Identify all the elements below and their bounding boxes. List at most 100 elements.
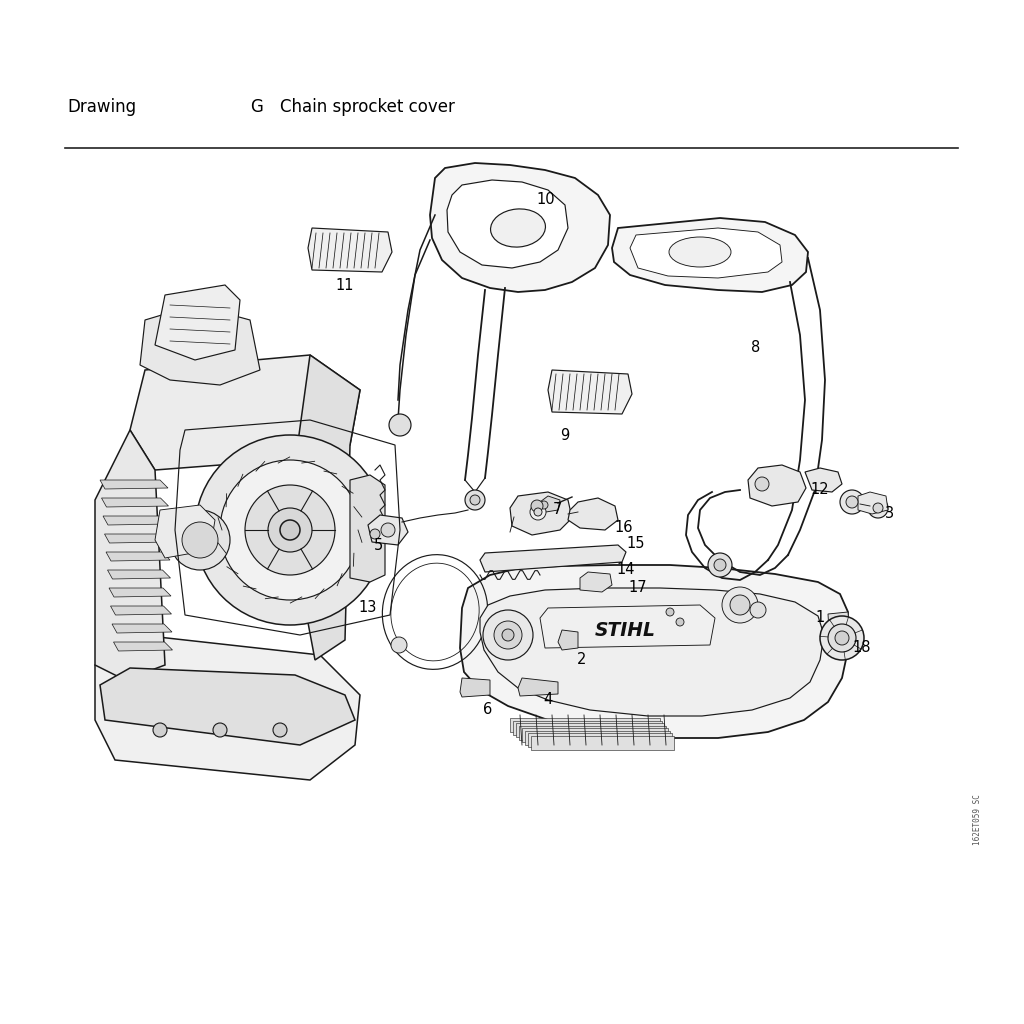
Polygon shape: [518, 678, 558, 696]
Polygon shape: [430, 163, 610, 292]
Polygon shape: [95, 430, 165, 680]
Circle shape: [153, 723, 167, 737]
Circle shape: [502, 629, 514, 641]
Text: 4: 4: [544, 692, 553, 708]
Circle shape: [245, 485, 335, 575]
Polygon shape: [748, 465, 806, 506]
Circle shape: [213, 723, 227, 737]
Circle shape: [835, 631, 849, 645]
Circle shape: [666, 608, 674, 616]
Text: 13: 13: [358, 600, 377, 615]
Polygon shape: [510, 718, 660, 732]
Circle shape: [840, 490, 864, 514]
Polygon shape: [111, 606, 171, 615]
Text: 162ET059 SC: 162ET059 SC: [974, 795, 982, 846]
Polygon shape: [155, 285, 240, 360]
Circle shape: [182, 522, 218, 558]
Polygon shape: [531, 735, 674, 750]
Polygon shape: [109, 588, 171, 597]
Text: 9: 9: [560, 427, 569, 442]
Circle shape: [534, 508, 542, 516]
Text: 3: 3: [886, 507, 895, 521]
Circle shape: [470, 495, 480, 505]
Circle shape: [280, 520, 300, 540]
Text: 14: 14: [616, 562, 635, 578]
Text: 5: 5: [374, 538, 383, 553]
Polygon shape: [447, 180, 568, 268]
Circle shape: [722, 587, 758, 623]
Text: 8: 8: [752, 341, 761, 355]
Text: 10: 10: [537, 193, 555, 208]
Polygon shape: [510, 492, 572, 535]
Polygon shape: [106, 552, 170, 561]
Polygon shape: [828, 612, 850, 648]
Polygon shape: [95, 635, 360, 780]
Circle shape: [531, 500, 543, 512]
Polygon shape: [140, 305, 260, 385]
Polygon shape: [525, 730, 670, 744]
Polygon shape: [100, 480, 168, 489]
Circle shape: [676, 618, 684, 626]
Circle shape: [708, 553, 732, 577]
Text: 1: 1: [815, 610, 824, 626]
Polygon shape: [350, 475, 385, 582]
Text: 2: 2: [578, 652, 587, 668]
Polygon shape: [580, 572, 612, 592]
Polygon shape: [460, 565, 848, 738]
Text: Chain sprocket cover: Chain sprocket cover: [280, 98, 455, 116]
Polygon shape: [805, 468, 842, 492]
Circle shape: [370, 529, 380, 539]
Polygon shape: [103, 516, 169, 525]
Polygon shape: [108, 570, 171, 579]
Text: 7: 7: [552, 503, 562, 517]
Circle shape: [483, 610, 534, 660]
Polygon shape: [540, 605, 715, 648]
Polygon shape: [130, 355, 360, 470]
Text: 15: 15: [627, 536, 645, 551]
Circle shape: [268, 508, 312, 552]
Circle shape: [220, 460, 360, 600]
Circle shape: [868, 498, 888, 518]
Circle shape: [494, 621, 522, 649]
Text: 18: 18: [853, 640, 871, 655]
Polygon shape: [540, 496, 560, 512]
Polygon shape: [480, 588, 824, 716]
Text: 17: 17: [629, 581, 647, 596]
Polygon shape: [516, 723, 664, 737]
Polygon shape: [101, 498, 169, 507]
Circle shape: [391, 637, 407, 653]
Circle shape: [828, 624, 856, 652]
Polygon shape: [528, 733, 672, 746]
Circle shape: [389, 414, 411, 436]
Polygon shape: [112, 624, 172, 633]
Circle shape: [846, 496, 858, 508]
Polygon shape: [368, 515, 408, 545]
Polygon shape: [308, 228, 392, 272]
Polygon shape: [630, 228, 782, 278]
Polygon shape: [519, 725, 666, 739]
Text: 16: 16: [614, 519, 633, 535]
Polygon shape: [104, 534, 170, 543]
Polygon shape: [558, 630, 578, 650]
Polygon shape: [568, 498, 618, 530]
Polygon shape: [460, 678, 490, 697]
Polygon shape: [522, 728, 668, 742]
Circle shape: [195, 435, 385, 625]
Polygon shape: [612, 218, 808, 292]
Circle shape: [820, 616, 864, 660]
Polygon shape: [114, 642, 172, 651]
Circle shape: [381, 523, 395, 537]
Text: 11: 11: [336, 278, 354, 293]
Polygon shape: [513, 721, 662, 734]
Text: G: G: [250, 98, 263, 116]
Circle shape: [273, 723, 287, 737]
Circle shape: [750, 602, 766, 618]
Circle shape: [540, 501, 548, 509]
Polygon shape: [548, 370, 632, 414]
Circle shape: [714, 559, 726, 571]
Circle shape: [730, 595, 750, 615]
Polygon shape: [290, 355, 360, 660]
Circle shape: [755, 477, 769, 490]
Polygon shape: [858, 492, 888, 514]
Text: 6: 6: [483, 702, 493, 718]
